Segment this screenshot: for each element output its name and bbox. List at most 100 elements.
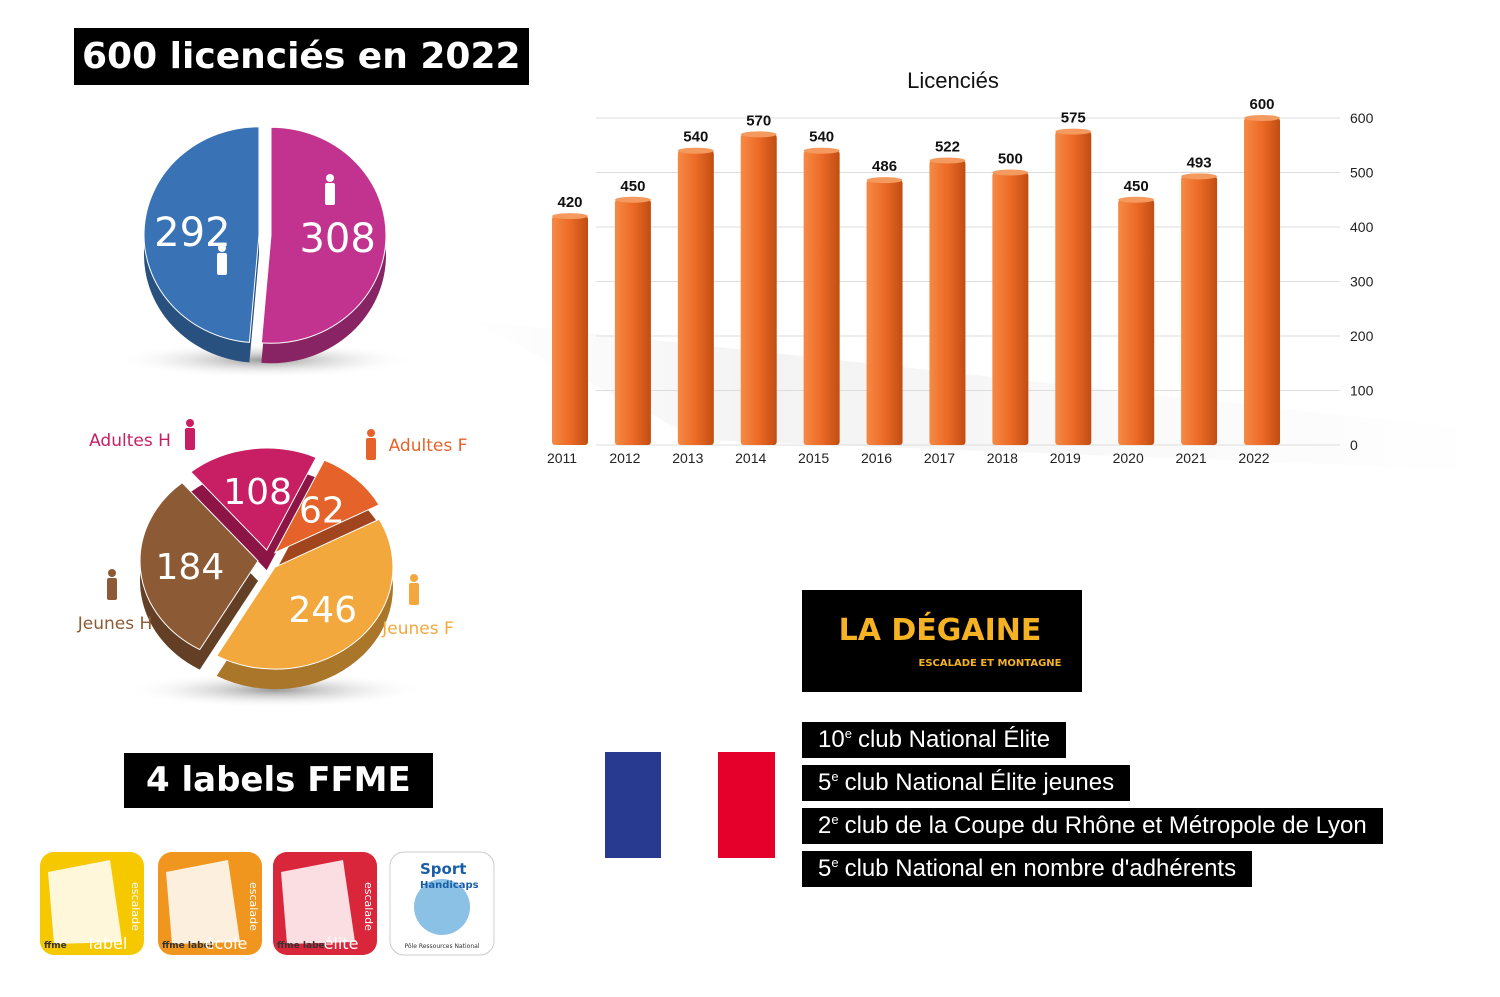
bar: [552, 216, 588, 445]
bar: [614, 199, 651, 445]
ranking-number: 10: [818, 726, 845, 753]
x-tick-label: 2021: [1176, 450, 1207, 466]
bar: [740, 134, 777, 445]
ranking-number: 5: [818, 855, 832, 882]
x-tick-label: 2018: [987, 450, 1018, 466]
pie-slice: [139, 482, 259, 651]
ranking-text: club National en nombre d'adhérents: [844, 855, 1237, 882]
flag-red: [718, 752, 775, 858]
bar: [866, 180, 903, 445]
bar: [677, 150, 714, 445]
person-icon: [326, 174, 334, 182]
bar: [929, 160, 966, 445]
ranking: 2e club de la Coupe du Rhône et Métropole…: [802, 808, 1383, 844]
badge-shape: [48, 860, 122, 944]
x-tick-label: 2014: [735, 450, 766, 466]
bar-cap: [1181, 173, 1218, 180]
pie-value: 292: [154, 210, 230, 256]
bar-cap: [929, 157, 966, 164]
ranking-text: club National Élite jeunes: [844, 769, 1115, 796]
bar-cap: [992, 169, 1029, 176]
x-tick-label: 2015: [798, 450, 829, 466]
value-label: 540: [683, 129, 708, 146]
bar-cap: [1118, 196, 1155, 203]
badge-word: label: [89, 934, 128, 953]
person-icon: [325, 183, 335, 205]
pie-value: 108: [223, 472, 292, 513]
y-tick-label: 500: [1350, 165, 1374, 181]
ranking-text: club National Élite: [857, 726, 1051, 753]
value-label: 500: [998, 151, 1023, 168]
pie-shadow: [125, 672, 425, 708]
ranking-suffix: e: [831, 812, 839, 827]
badge-word: Pôle Ressources National: [404, 943, 479, 950]
badge-brand: ffme: [44, 941, 67, 951]
x-tick-label: 2012: [609, 450, 640, 466]
chart-floor: [470, 320, 1480, 470]
x-tick-label: 2020: [1113, 450, 1144, 466]
x-tick-label: 2011: [547, 450, 577, 466]
ranking-text: club de la Coupe du Rhône et Métropole d…: [844, 812, 1367, 839]
headline: 600 licenciés en 2022: [74, 28, 529, 85]
pie-value: 246: [288, 590, 357, 631]
ranking-suffix: e: [844, 726, 852, 741]
y-tick-label: 400: [1350, 219, 1374, 235]
y-tick-label: 300: [1350, 274, 1374, 290]
bar-cap: [677, 147, 714, 154]
person-icon: [366, 438, 376, 460]
badge-brand: Handicaps: [420, 880, 479, 891]
ranking: 5e club National en nombre d'adhérents: [802, 851, 1253, 887]
ranking-number: 2: [818, 812, 832, 839]
badge-shape: [166, 860, 240, 944]
logo-tagline: ESCALADE ET MONTAGNE: [919, 658, 1062, 669]
person-icon: [410, 574, 418, 582]
person-icon: [108, 569, 116, 577]
bar-cap: [552, 213, 588, 220]
person-icon: [185, 428, 195, 450]
ranking-suffix: e: [831, 769, 839, 784]
value-label: 450: [620, 178, 645, 195]
badge-brand: ffme label: [277, 941, 328, 951]
pie-slice: [260, 126, 387, 344]
person-icon: [218, 244, 226, 252]
badge-side: escalade: [247, 882, 260, 931]
bar-cap: [1055, 128, 1092, 135]
logo-name: LA DÉGAINE: [839, 612, 1042, 648]
bar-cap: [803, 147, 840, 154]
person-icon: [367, 429, 375, 437]
value-label: 486: [872, 158, 897, 175]
value-label: 450: [1124, 178, 1149, 195]
value-label: 420: [557, 194, 582, 211]
bar: [1244, 118, 1280, 445]
badge-side: Sport: [420, 860, 466, 878]
badge-side: escalade: [362, 882, 375, 931]
value-label: 540: [809, 129, 834, 146]
person-icon: [409, 583, 419, 605]
chart-title: Licenciés: [907, 68, 999, 93]
pie-category-label: Adultes H: [89, 431, 171, 451]
bar-cap: [614, 196, 651, 203]
pie-slice: [190, 447, 317, 551]
flag-white: [661, 752, 718, 858]
y-tick-label: 600: [1350, 110, 1374, 126]
y-tick-label: 200: [1350, 328, 1374, 344]
value-label: 600: [1249, 96, 1274, 113]
pie-value: 184: [156, 547, 225, 588]
ranking: 5e club National Élite jeunes: [802, 765, 1131, 801]
ranking-suffix: e: [831, 855, 839, 870]
badge-side: escalade: [129, 882, 142, 931]
bar-cap: [740, 131, 777, 138]
badge-shape: [414, 879, 470, 935]
value-label: 493: [1187, 154, 1212, 171]
x-tick-label: 2016: [861, 450, 892, 466]
flag-blue: [605, 752, 661, 858]
person-icon: [107, 578, 117, 600]
badge-word: élite: [324, 934, 359, 953]
pie-slice: [273, 459, 380, 554]
bar-cap: [866, 177, 903, 184]
person-icon: [217, 253, 227, 275]
pie-slice: [215, 518, 394, 670]
x-tick-label: 2019: [1050, 450, 1081, 466]
y-tick-label: 0: [1350, 437, 1358, 453]
